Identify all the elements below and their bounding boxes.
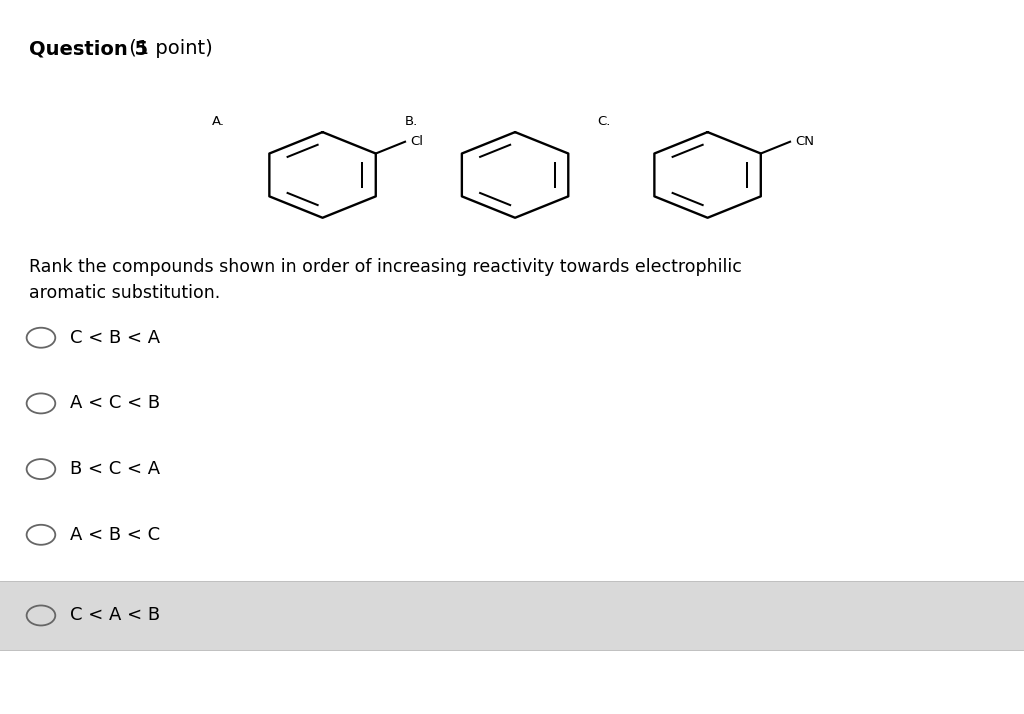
- Text: Rank the compounds shown in order of increasing reactivity towards electrophilic: Rank the compounds shown in order of inc…: [29, 258, 741, 302]
- Text: B < C < A: B < C < A: [70, 460, 160, 478]
- Text: C < A < B: C < A < B: [70, 606, 160, 625]
- Text: Question 5: Question 5: [29, 39, 147, 59]
- Text: C < B < A: C < B < A: [70, 328, 160, 347]
- Text: (1 point): (1 point): [123, 39, 213, 59]
- Text: Cl: Cl: [411, 135, 423, 149]
- Text: B.: B.: [404, 115, 418, 128]
- Text: A.: A.: [212, 115, 225, 128]
- Text: A < B < C: A < B < C: [70, 526, 160, 544]
- Text: A < C < B: A < C < B: [70, 394, 160, 413]
- Text: CN: CN: [796, 135, 814, 149]
- Text: C.: C.: [597, 115, 610, 128]
